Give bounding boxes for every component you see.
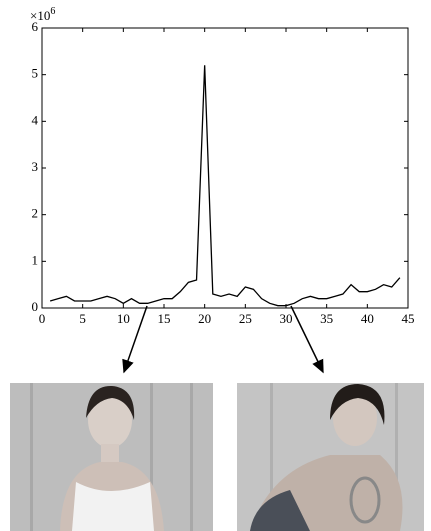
x-tick-label: 40: [361, 311, 374, 326]
y-tick-label: 0: [32, 299, 39, 314]
x-tick-label: 5: [79, 311, 86, 326]
x-tick-label: 20: [198, 311, 211, 326]
y-tick-label: 6: [32, 19, 39, 34]
photo-right: [237, 383, 424, 531]
x-tick-label: 30: [280, 311, 293, 326]
x-tick-label: 10: [117, 311, 130, 326]
y-tick-label: 2: [32, 206, 39, 221]
line: [50, 65, 400, 305]
figure: ×106 0123456051015202530354045: [0, 0, 431, 531]
x-tick-label: 15: [158, 311, 171, 326]
x-tick-label: 35: [320, 311, 333, 326]
y-tick-label: 1: [32, 252, 39, 267]
plot-frame: [42, 28, 408, 308]
y-tick-label: 4: [32, 112, 39, 127]
y-tick-label: 3: [32, 159, 39, 174]
x-tick-label: 0: [39, 311, 46, 326]
y-tick-label: 5: [32, 66, 39, 81]
photo-left: [10, 383, 213, 531]
x-tick-label: 45: [402, 311, 415, 326]
arrow: [291, 306, 323, 372]
y-scale-exponent: 6: [50, 6, 55, 17]
x-tick-label: 25: [239, 311, 252, 326]
